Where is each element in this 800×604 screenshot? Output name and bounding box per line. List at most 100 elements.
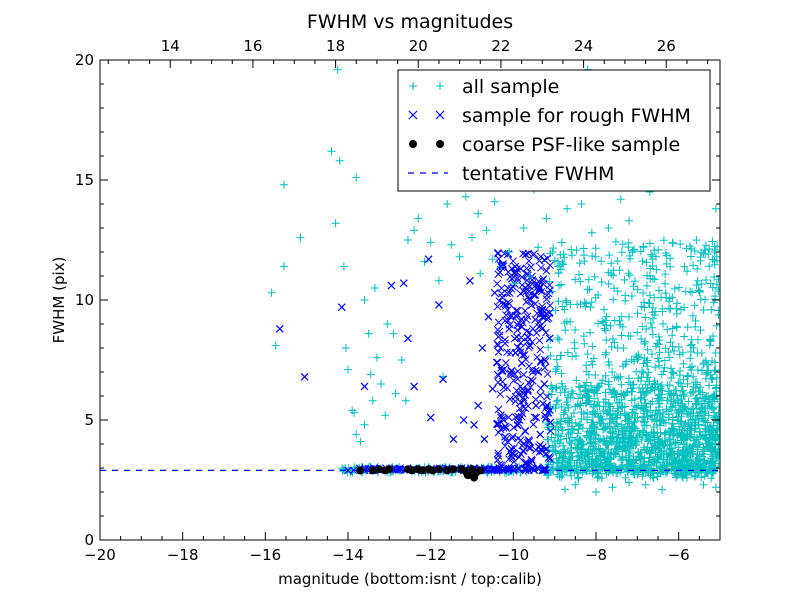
coarse-psf-point: [463, 471, 472, 480]
legend-box: [397, 69, 711, 192]
coarse-psf-point: [434, 465, 443, 474]
all-sample-point: [548, 248, 557, 256]
all-sample-point: [587, 228, 596, 237]
all-sample-point: [625, 478, 634, 487]
rough-fwhm-point: [474, 401, 483, 410]
all-sample-point: [344, 365, 352, 374]
rough-fwhm-point: [521, 466, 530, 475]
all-sample-point: [420, 257, 429, 266]
all-sample-point: [333, 65, 342, 74]
rough-fwhm-point: [511, 348, 520, 357]
x-tick-label: −18: [167, 546, 199, 564]
all-sample-point: [490, 197, 499, 206]
rough-fwhm-point: [480, 435, 489, 444]
all-sample-point: [370, 284, 379, 292]
all-sample-point: [488, 255, 497, 264]
rough-fwhm-point: [424, 255, 433, 264]
rough-fwhm-dense-cloud: [349, 248, 555, 475]
x-tick-label: −8: [585, 546, 607, 564]
rough-fwhm-point: [530, 291, 538, 300]
y-tick-label: 20: [75, 51, 94, 69]
rough-fwhm-point: [404, 334, 412, 343]
all-sample-point: [639, 243, 648, 252]
all-sample-point: [391, 389, 400, 398]
all-sample-point: [699, 480, 708, 489]
all-sample-point: [327, 147, 336, 156]
legend-label-rough-fwhm: sample for rough FWHM: [462, 105, 691, 127]
all-sample-point: [397, 356, 406, 364]
rough-fwhm-point: [509, 449, 518, 458]
rough-fwhm-point: [337, 303, 346, 312]
all-sample-point: [461, 192, 470, 201]
all-sample-point: [567, 245, 576, 254]
legend-markers: [408, 82, 448, 174]
rough-fwhm-point: [426, 413, 435, 422]
rough-fwhm-point: [399, 279, 408, 288]
all-sample-point: [678, 348, 687, 357]
rough-fwhm-point: [501, 432, 509, 441]
all-sample-point: [534, 243, 543, 252]
rough-fwhm-point: [470, 420, 478, 429]
rough-fwhm-point: [478, 344, 487, 352]
legend-marker-all-sample: [436, 82, 444, 90]
top-tick-label: 20: [409, 37, 428, 55]
rough-fwhm-point: [492, 465, 501, 474]
x-tick-label: −20: [84, 546, 116, 564]
all-sample-point: [401, 396, 410, 405]
rough-fwhm-point: [492, 358, 501, 367]
all-sample-point: [403, 236, 412, 244]
all-sample-point: [341, 344, 350, 352]
coarse-psf-point: [428, 466, 437, 475]
rough-fwhm-point: [528, 456, 536, 465]
rough-fwhm-point: [449, 435, 458, 444]
rough-fwhm-point: [523, 387, 532, 396]
all-sample-point: [474, 209, 483, 218]
all-sample-point: [296, 233, 305, 242]
coarse-psf-point: [443, 466, 452, 475]
all-sample-point: [519, 224, 528, 232]
rough-fwhm-point: [517, 315, 526, 324]
top-tick-label: 18: [326, 37, 345, 55]
all-sample-point: [366, 370, 375, 379]
all-sample-point: [360, 296, 369, 304]
top-tick-label: 26: [657, 37, 676, 55]
legend: all sample sample for rough FWHM coarse …: [397, 69, 711, 192]
all-sample-point: [711, 204, 720, 213]
all-sample-point: [447, 240, 456, 249]
all-sample-point: [695, 387, 704, 396]
rough-fwhm-point: [540, 380, 549, 388]
coarse-psf-point: [356, 466, 365, 475]
rough-fwhm-point: [513, 274, 522, 283]
all-sample-point: [672, 322, 681, 331]
rough-fwhm-point: [497, 411, 505, 420]
all-sample-point: [331, 219, 340, 228]
all-sample-point: [689, 372, 698, 381]
all-sample-point: [476, 269, 485, 278]
rough-fwhm-point: [459, 416, 468, 424]
chart-title: FWHM vs magnitudes: [307, 11, 513, 33]
all-sample-point: [356, 437, 365, 446]
coarse-psf-point: [385, 465, 394, 474]
rough-fwhm-point: [507, 370, 516, 379]
coarse-psf-point: [408, 466, 417, 475]
all-sample-point: [368, 396, 377, 405]
all-sample-point: [651, 252, 660, 261]
coarse-psf-point: [449, 465, 458, 474]
all-sample-point: [455, 252, 464, 261]
rough-fwhm-point: [532, 401, 540, 410]
all-sample-point: [271, 341, 280, 350]
rough-fwhm-point: [546, 418, 555, 427]
all-sample-point: [426, 238, 435, 247]
all-sample-point: [339, 262, 348, 271]
rough-fwhm-point: [490, 288, 499, 297]
all-sample-point: [625, 216, 634, 225]
y-tick-label: 5: [84, 411, 94, 429]
rough-fwhm-point: [300, 372, 309, 381]
rough-fwhm-point: [435, 300, 443, 309]
all-sample-point: [705, 399, 714, 408]
all-sample-point: [525, 272, 534, 280]
top-tick-label: 22: [491, 37, 510, 55]
all-sample-point: [505, 248, 514, 256]
all-sample-point: [577, 200, 586, 208]
